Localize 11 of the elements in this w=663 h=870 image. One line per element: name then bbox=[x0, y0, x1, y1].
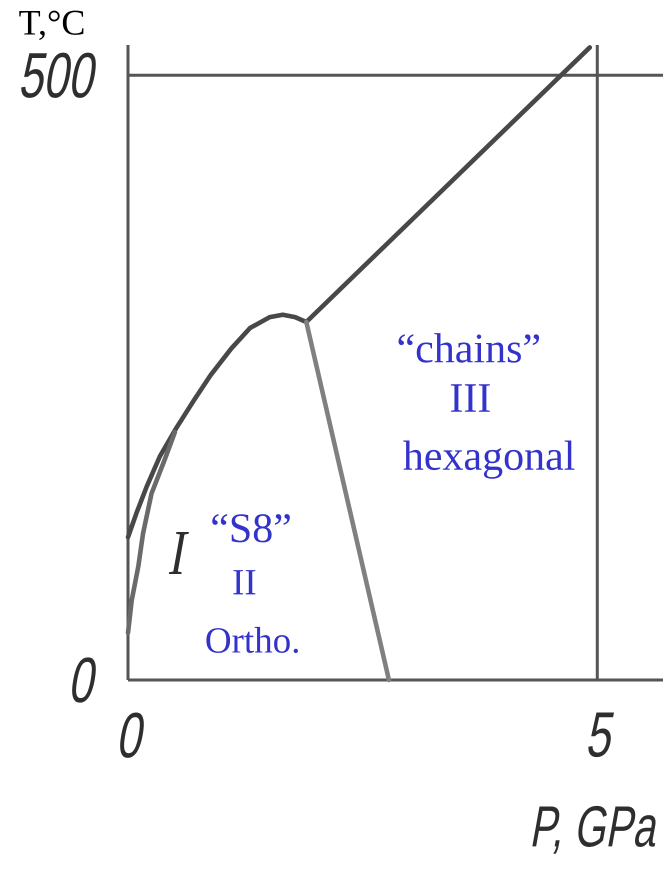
annotation: Ortho. bbox=[206, 626, 298, 654]
annotation: I bbox=[168, 532, 189, 574]
x-tick-label: 5 bbox=[588, 712, 614, 758]
y-tick-label: 500 bbox=[21, 52, 96, 98]
annotation: “S8” bbox=[212, 514, 290, 542]
annotation: hexagonal bbox=[403, 440, 575, 479]
x-axis-title: P, GPa bbox=[532, 806, 656, 854]
annotation: III bbox=[450, 384, 490, 412]
annotation: II bbox=[233, 570, 256, 594]
annotation: “chains” bbox=[398, 333, 540, 363]
y-axis-title: T,°C bbox=[19, 10, 84, 40]
